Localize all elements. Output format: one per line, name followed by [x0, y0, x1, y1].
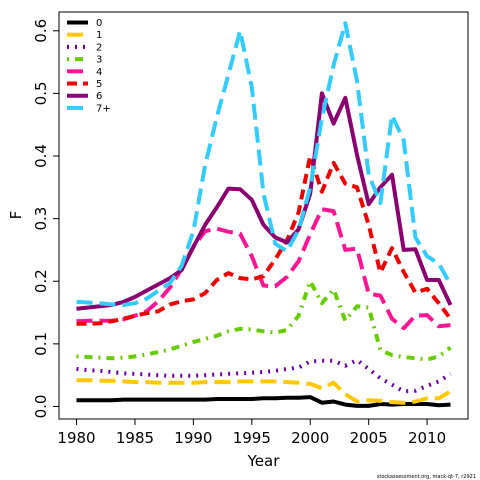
legend-label-5: 5 — [96, 79, 102, 90]
series-line-7 — [76, 21, 453, 307]
series-line-6 — [76, 91, 453, 311]
y-tick-label-3: 0.3 — [32, 207, 50, 231]
x-tick-label-0: 1980 — [57, 429, 95, 447]
credit-text: stockassessment.org, mack-qt-7, r2921 — [377, 474, 476, 480]
x-tick-label-6: 2010 — [408, 429, 446, 447]
y-axis-title: F — [7, 211, 25, 220]
y-tick-label-5: 0.5 — [32, 81, 50, 105]
series-line-1 — [76, 378, 452, 405]
series-line-5 — [76, 154, 453, 326]
x-tick-label-3: 1995 — [233, 429, 271, 447]
x-tick-label-4: 2000 — [291, 429, 329, 447]
plot-frame — [58, 11, 469, 420]
x-tick-label-1: 1985 — [116, 429, 154, 447]
series-line-3 — [76, 279, 452, 362]
x-tick-label-5: 2005 — [350, 429, 388, 447]
y-tick-label-4: 0.4 — [32, 144, 50, 168]
y-tick-label-2: 0.2 — [32, 269, 50, 293]
legend-label-6: 6 — [96, 91, 102, 102]
series-layer — [76, 21, 453, 408]
legend-label-1: 1 — [96, 30, 102, 41]
legend-label-0: 0 — [96, 18, 102, 29]
axes-layer: 1980 1985 1990 1995 2000 2005 2010 0.0 0.1 0.2 0.3… — [32, 19, 446, 447]
legend-label-7: 7+ — [96, 103, 111, 114]
series-line-2 — [76, 358, 452, 394]
y-tick-label-0: 0.0 — [32, 395, 50, 419]
legend-label-2: 2 — [96, 42, 102, 53]
y-tick-label-6: 0.6 — [32, 19, 50, 43]
legend-label-4: 4 — [96, 67, 102, 78]
series-line-0 — [76, 395, 451, 408]
series-line-4 — [76, 207, 451, 331]
x-axis-title: Year — [247, 452, 281, 470]
y-tick-label-1: 0.1 — [32, 332, 50, 356]
x-tick-label-2: 1990 — [174, 429, 212, 447]
legend-label-3: 3 — [96, 55, 102, 66]
